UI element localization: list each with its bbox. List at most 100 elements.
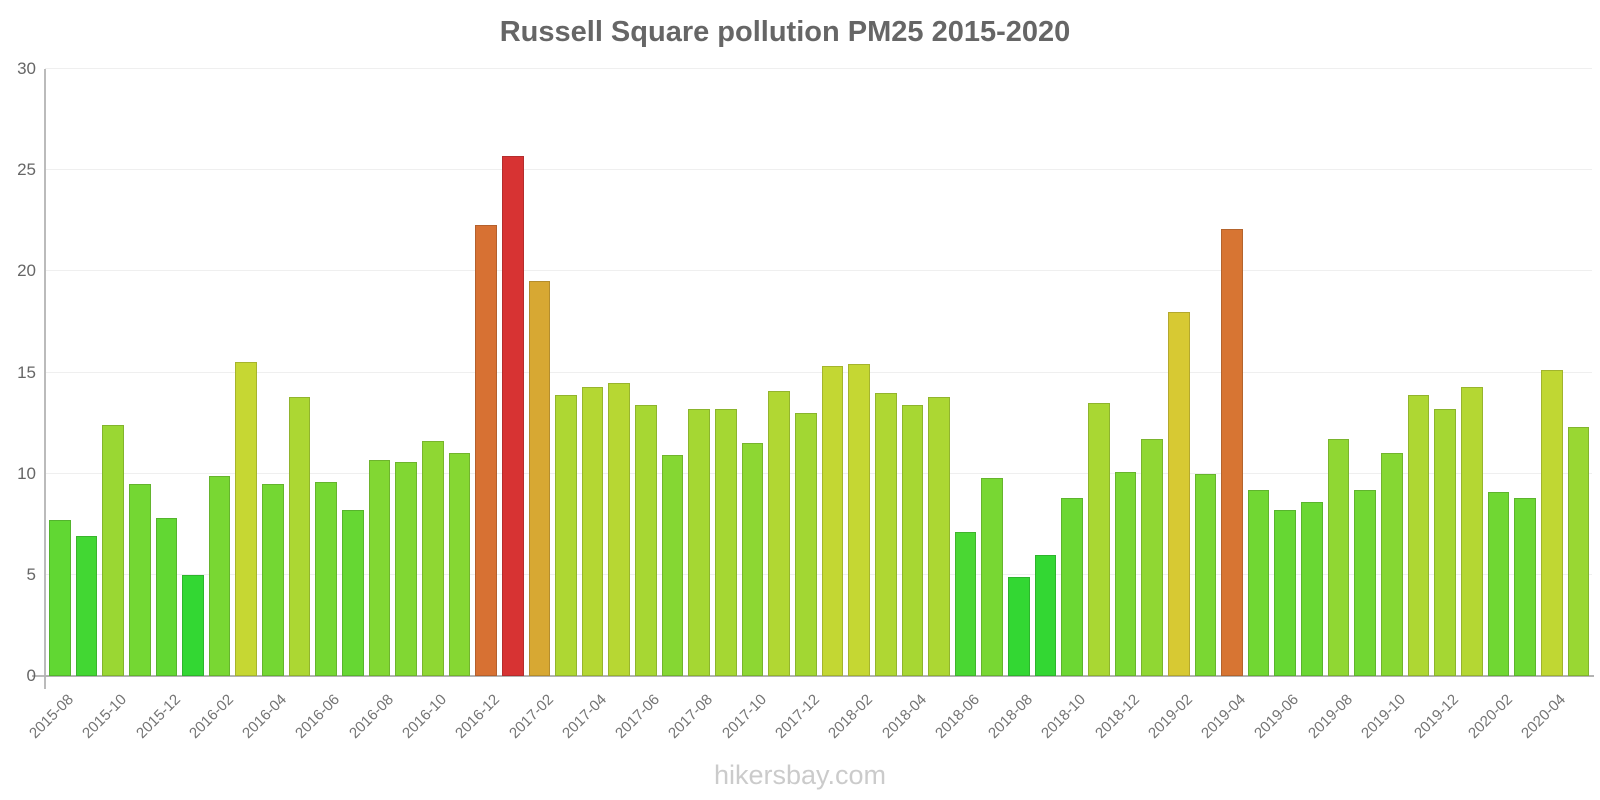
bar-2019-02[interactable] [1167, 311, 1190, 676]
bar-2017-04[interactable] [581, 386, 604, 676]
x-tick-label-2018-08: 2018-08 [985, 691, 1037, 742]
x-tick-label-2016-10: 2016-10 [399, 691, 451, 742]
bar-2016-06[interactable] [315, 481, 338, 676]
x-tick-label-2017-10: 2017-10 [719, 691, 771, 742]
x-axis-labels: 2015-08 2015-10 2015-12 2016-02 2016-04 2016-… [26, 683, 1592, 758]
bar-2017-12[interactable] [794, 412, 817, 676]
bar-2018-02[interactable] [848, 364, 870, 676]
x-tick-label-2016-08: 2016-08 [346, 691, 398, 742]
bar-2018-09[interactable] [1034, 554, 1057, 676]
gridline-15 [45, 371, 1592, 373]
bar-2017-01[interactable] [501, 156, 524, 676]
bar-2017-10[interactable] [741, 443, 764, 676]
origin-tick [32, 675, 44, 677]
gridline-20 [45, 270, 1592, 272]
bar-2018-10[interactable] [1061, 497, 1083, 676]
x-tick-label-2017-08: 2017-08 [665, 691, 717, 742]
bar-2015-12[interactable] [155, 518, 178, 676]
gridline-25 [45, 169, 1592, 171]
bar-2020-04[interactable] [1540, 370, 1563, 676]
x-tick-label-2019-10: 2019-10 [1358, 691, 1410, 742]
bar-2018-12[interactable] [1114, 471, 1137, 676]
bar-2015-09[interactable] [75, 536, 98, 676]
bar-2017-03[interactable] [555, 394, 577, 676]
bar-2018-01[interactable] [821, 366, 844, 676]
x-tick-label-2018-10: 2018-10 [1038, 691, 1090, 742]
bar-2019-03[interactable] [1194, 473, 1217, 676]
bar-2018-07[interactable] [981, 477, 1004, 676]
bar-2020-05[interactable] [1567, 427, 1590, 676]
bar-2019-08[interactable] [1327, 439, 1350, 676]
y-tick-label-30: 30 [17, 59, 36, 78]
bar-2017-02[interactable] [528, 281, 551, 676]
bar-2017-09[interactable] [715, 408, 737, 676]
x-tick-label-2018-02: 2018-02 [825, 691, 877, 742]
bar-2015-10[interactable] [102, 425, 124, 676]
bar-2020-03[interactable] [1514, 497, 1536, 676]
bar-2016-04[interactable] [262, 483, 284, 676]
gridline-10 [45, 472, 1592, 474]
bar-2017-08[interactable] [688, 408, 711, 676]
y-tick-label-25: 25 [17, 160, 36, 180]
x-tick-label-2016-06: 2016-06 [292, 691, 344, 742]
x-tick-label-2019-06: 2019-06 [1251, 691, 1303, 742]
bar-2019-06[interactable] [1274, 510, 1297, 676]
bar-2018-11[interactable] [1087, 402, 1110, 676]
x-tick-label-2019-12: 2019-12 [1411, 691, 1463, 742]
bar-2019-07[interactable] [1301, 502, 1323, 676]
y-tick-label-15: 15 [17, 362, 36, 382]
gridline-5 [45, 573, 1592, 575]
bar-2018-06[interactable] [954, 532, 977, 676]
bar-2016-02[interactable] [208, 475, 231, 676]
y-tick-label-10: 10 [17, 463, 36, 483]
x-tick-label-2015-08: 2015-08 [26, 691, 78, 742]
bar-2019-11[interactable] [1407, 394, 1430, 676]
bar-2016-12[interactable] [475, 224, 497, 676]
chart-title: Russell Square pollution PM25 2015-2020 [499, 16, 1071, 48]
bar-2016-10[interactable] [421, 441, 444, 676]
bar-2015-08[interactable] [49, 520, 71, 676]
bar-2019-04[interactable] [1221, 228, 1243, 676]
y-axis-labels: 0 5 10 15 20 25 30 [0, 60, 36, 685]
x-tick-label-2019-08: 2019-08 [1305, 691, 1357, 742]
bar-2018-04[interactable] [901, 404, 924, 676]
watermark: hikersbay.com [713, 760, 887, 790]
bar-2018-08[interactable] [1008, 576, 1030, 676]
x-tick-label-2020-04: 2020-04 [1518, 691, 1570, 742]
x-tick-label-2015-12: 2015-12 [133, 691, 185, 742]
bar-2016-08[interactable] [368, 459, 391, 676]
bar-2015-11[interactable] [128, 483, 151, 676]
bar-2016-03[interactable] [235, 362, 258, 676]
x-tick-label-2018-04: 2018-04 [879, 691, 931, 742]
bar-2020-01[interactable] [1460, 386, 1483, 676]
x-tick-label-2016-12: 2016-12 [452, 691, 504, 742]
x-tick-label-2017-06: 2017-06 [612, 691, 664, 742]
bar-2018-03[interactable] [874, 392, 897, 676]
bar-2019-01[interactable] [1141, 439, 1163, 676]
bar-2019-10[interactable] [1381, 453, 1403, 676]
bar-2017-07[interactable] [661, 455, 684, 676]
bar-2016-01[interactable] [182, 574, 204, 676]
y-tick-label-5: 5 [26, 564, 36, 584]
x-tick-label-2018-12: 2018-12 [1092, 691, 1144, 742]
x-tick-label-2017-02: 2017-02 [506, 691, 558, 742]
y-tick-label-0: 0 [26, 666, 36, 685]
bar-2016-11[interactable] [448, 453, 471, 676]
x-tick-label-2020-02: 2020-02 [1465, 691, 1517, 742]
bar-2017-11[interactable] [768, 390, 790, 676]
x-tick-label-2016-02: 2016-02 [186, 691, 238, 742]
bar-2017-05[interactable] [608, 382, 631, 676]
bar-2016-05[interactable] [288, 396, 311, 676]
bar-2017-06[interactable] [635, 404, 657, 676]
bar-2020-02[interactable] [1487, 491, 1510, 676]
bar-2019-09[interactable] [1354, 489, 1377, 676]
x-tick-label-2015-10: 2015-10 [79, 691, 131, 742]
x-tick-label-2018-06: 2018-06 [932, 691, 984, 742]
bar-2018-05[interactable] [928, 396, 950, 676]
bar-2019-12[interactable] [1434, 408, 1456, 676]
gridline-30 [45, 68, 1592, 69]
bar-2016-07[interactable] [342, 510, 364, 676]
bar-2019-05[interactable] [1247, 489, 1270, 676]
bar-2016-09[interactable] [395, 461, 417, 676]
